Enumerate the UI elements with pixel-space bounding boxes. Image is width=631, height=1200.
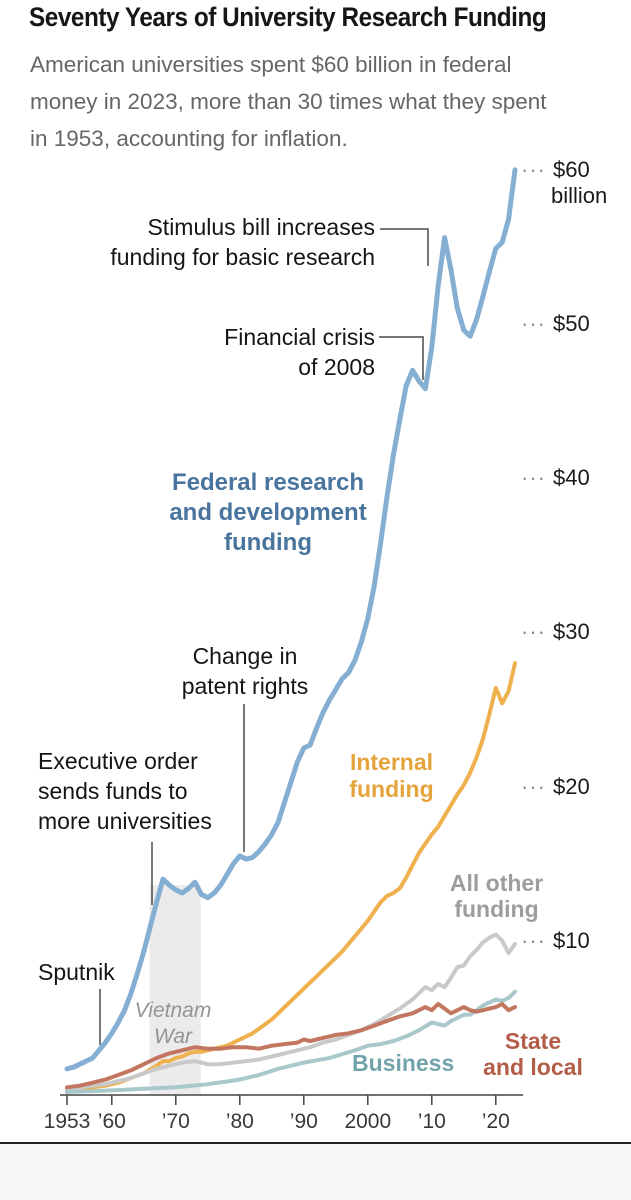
x-axis xyxy=(60,1094,523,1105)
gridline-dots: ··· xyxy=(521,311,546,336)
page-title: Seventy Years of University Research Fun… xyxy=(29,2,547,32)
x-axis-tick-label: ’20 xyxy=(482,1110,510,1133)
annotation-leader-lines xyxy=(99,228,429,1045)
annotation-financial-crisis: Financial crisis of 2008 xyxy=(224,324,375,380)
gridline-dots: ··· xyxy=(521,619,546,645)
y-axis-label-30: ··· $30 xyxy=(521,619,590,645)
subscription-banner[interactable]: Enjoy unlimited access to all of The Tim… xyxy=(0,1142,631,1200)
annotation-stimulus-bill: Stimulus bill increases funding for basi… xyxy=(110,214,375,270)
x-axis-tick-label: ’60 xyxy=(98,1110,126,1133)
annotation-patent-rights: Change in patent rights xyxy=(181,643,309,699)
series-label-business: Business xyxy=(352,1050,455,1076)
y-axis-label-10: ··· $10 xyxy=(521,927,590,953)
x-axis-tick-label: ’10 xyxy=(418,1110,446,1133)
gridline-dots: ··· xyxy=(521,927,546,953)
series-line-internal xyxy=(65,661,517,1093)
series-line-state_local xyxy=(65,1002,517,1090)
series-label-internal-funding: Internal funding xyxy=(349,749,434,802)
x-axis-tick-label: ’80 xyxy=(226,1110,254,1133)
y-axis-label-60: ··· $60 billion xyxy=(521,156,608,208)
series-label-federal: Federal research and development funding xyxy=(169,469,367,556)
y-axis-label-20: ··· $20 xyxy=(521,773,590,799)
series-label-all-other-funding: All other funding xyxy=(449,870,544,922)
vietnam-war-band-label: Vietnam War xyxy=(134,999,212,1048)
annotation-executive-order: Executive order sends funds to more univ… xyxy=(38,748,212,834)
x-axis-tick-label: ’70 xyxy=(162,1110,190,1133)
annotation-sputnik: Sputnik xyxy=(38,959,115,985)
x-axis-tick-label: ’90 xyxy=(290,1110,318,1133)
y-axis-label-50: ··· $50 xyxy=(521,311,590,336)
series-line-all_other xyxy=(65,932,517,1091)
y-axis-label-40: ··· $40 xyxy=(521,465,590,491)
x-axis-tick-label: 2000 xyxy=(344,1110,391,1133)
x-axis-tick-label: 1953 xyxy=(44,1110,91,1133)
financial-crisis-leader-line xyxy=(379,336,424,380)
stimulus-leader-line xyxy=(380,228,429,266)
series-line-federal xyxy=(64,167,518,1072)
gridline-dots: ··· xyxy=(521,156,546,182)
chart-subtitle: American universities spent $60 billion … xyxy=(30,52,547,151)
gridline-dots: ··· xyxy=(521,773,546,799)
series-line-business xyxy=(65,989,517,1094)
series-label-state-and-local: State and local xyxy=(483,1028,583,1080)
gridline-dots: ··· xyxy=(521,465,546,491)
